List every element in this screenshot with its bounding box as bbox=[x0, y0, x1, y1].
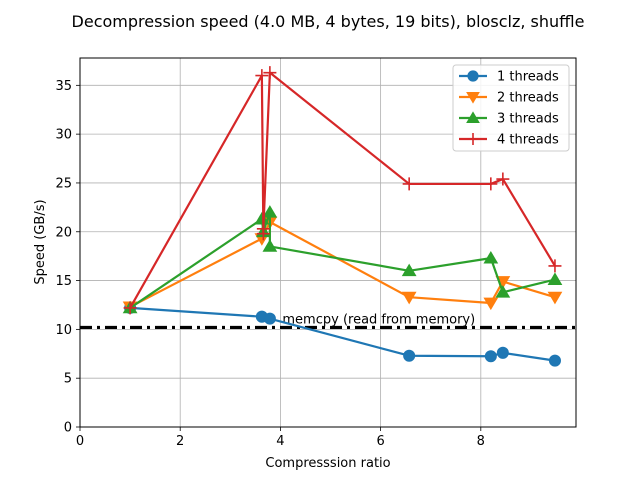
y-axis-label: Speed (GB/s) bbox=[33, 199, 48, 284]
data-point bbox=[402, 177, 416, 191]
legend-label: 3 threads bbox=[497, 112, 559, 127]
x-tick-label: 0 bbox=[76, 434, 84, 449]
x-tick-label: 4 bbox=[276, 434, 284, 449]
data-point bbox=[263, 66, 277, 80]
data-point bbox=[496, 346, 509, 359]
x-tick-label: 8 bbox=[477, 434, 485, 449]
y-tick-label: 25 bbox=[55, 176, 72, 191]
data-point bbox=[495, 285, 511, 298]
data-point bbox=[547, 291, 563, 305]
data-point bbox=[484, 177, 498, 191]
legend-swatch-marker bbox=[466, 111, 480, 123]
y-tick-label: 20 bbox=[55, 225, 72, 240]
plot-frame bbox=[79, 57, 577, 428]
data-point bbox=[123, 301, 137, 315]
data-point bbox=[483, 297, 499, 311]
legend-entry: 4 threads bbox=[459, 133, 559, 148]
legend-entry: 3 threads bbox=[459, 111, 559, 127]
y-tick-label: 0 bbox=[64, 421, 72, 436]
series-group bbox=[122, 66, 563, 367]
data-point bbox=[548, 259, 562, 273]
y-tick-label: 5 bbox=[64, 372, 72, 387]
legend-box bbox=[452, 64, 570, 152]
y-tick-label: 35 bbox=[55, 79, 72, 94]
y-tick-label: 15 bbox=[55, 274, 72, 289]
legend-swatch-marker bbox=[467, 133, 479, 145]
y-tick-label: 10 bbox=[55, 323, 72, 338]
data-point bbox=[401, 263, 417, 277]
axis-ticks: 0 2 4 6 8 0 5 10 15 20 25 30 35 bbox=[55, 79, 484, 449]
legend-entry: 1 threads bbox=[459, 70, 559, 85]
x-tick-label: 2 bbox=[176, 434, 184, 449]
legend-swatch-marker bbox=[467, 70, 479, 82]
data-point bbox=[262, 205, 278, 218]
x-tick-label: 6 bbox=[376, 434, 384, 449]
series-4-threads bbox=[123, 66, 562, 315]
chart-title: Decompression speed (4.0 MB, 4 bytes, 19… bbox=[72, 12, 585, 31]
legend-label: 1 threads bbox=[497, 70, 559, 85]
data-point bbox=[255, 69, 269, 83]
data-point bbox=[262, 239, 278, 252]
data-point bbox=[254, 211, 270, 225]
legend-label: 2 threads bbox=[497, 91, 559, 106]
memcpy-annotation: memcpy (read from memory) bbox=[282, 312, 475, 327]
data-point bbox=[484, 350, 497, 363]
data-point bbox=[547, 272, 563, 285]
data-point bbox=[403, 349, 416, 362]
reference-line-group: memcpy (read from memory) bbox=[80, 312, 576, 330]
data-point bbox=[548, 354, 561, 367]
legend: 1 threads 2 threads 3 threads 4 threads bbox=[452, 64, 570, 152]
legend-swatch-marker bbox=[466, 92, 480, 104]
legend-label: 4 threads bbox=[497, 133, 559, 148]
data-point bbox=[401, 291, 417, 305]
data-point bbox=[263, 312, 276, 325]
legend-entry: 2 threads bbox=[459, 91, 559, 106]
y-tick-label: 30 bbox=[55, 128, 72, 143]
data-point bbox=[496, 172, 510, 186]
data-point bbox=[256, 222, 270, 236]
data-point bbox=[483, 250, 499, 264]
x-axis-label: Compresssion ratio bbox=[265, 456, 390, 471]
